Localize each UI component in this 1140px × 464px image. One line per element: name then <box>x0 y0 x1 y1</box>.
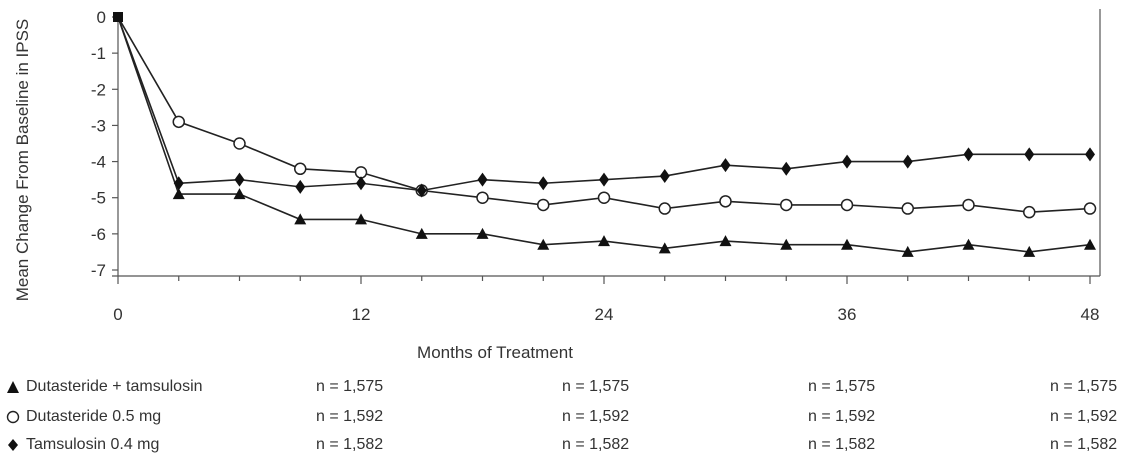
data-point <box>476 227 489 239</box>
data-point <box>963 147 974 162</box>
y-tick-label: -5 <box>91 189 106 208</box>
data-point <box>840 198 854 212</box>
data-point <box>719 195 732 208</box>
sample-size: n = 1,575 <box>808 378 876 395</box>
y-tick-label: -3 <box>91 116 106 135</box>
series-circle <box>113 12 1097 219</box>
data-point <box>538 176 549 191</box>
data-point <box>901 202 914 215</box>
data-point <box>780 198 793 212</box>
x-tick-label: 0 <box>113 305 122 324</box>
data-point <box>658 242 671 254</box>
x-axis-title: Months of Treatment <box>417 343 573 362</box>
legend-label: Dutasteride + tamsulosin <box>26 378 203 395</box>
data-point <box>172 115 185 129</box>
data-point <box>720 158 731 173</box>
data-point <box>416 183 427 198</box>
data-point <box>599 172 609 187</box>
legend-label: Dutasteride 0.5 mg <box>26 408 162 425</box>
legend-row-combination: Dutasteride + tamsulosin n = 1,575 n = 1… <box>0 376 1140 406</box>
data-point <box>356 176 366 191</box>
chart-series <box>113 12 1097 257</box>
sample-size: n = 1,592 <box>808 408 876 425</box>
y-tick-label: -1 <box>91 44 106 63</box>
data-point <box>962 198 975 212</box>
data-point <box>355 213 367 225</box>
data-point <box>172 188 185 200</box>
data-point <box>597 191 611 204</box>
data-point <box>598 235 610 247</box>
y-tick-label: -2 <box>91 80 106 99</box>
data-point <box>658 202 671 215</box>
data-point <box>233 188 246 200</box>
open-circle-marker-icon <box>6 410 20 424</box>
x-tick-label: 36 <box>838 305 857 324</box>
data-point <box>1023 205 1036 219</box>
data-point <box>780 238 793 250</box>
legend-row-dutasteride: Dutasteride 0.5 mg n = 1,592 n = 1,592 n… <box>0 406 1140 436</box>
y-tick-label: -7 <box>91 261 106 280</box>
sample-size: n = 1,582 <box>562 436 630 453</box>
legend-row-tamsulosin: Tamsulosin 0.4 mg n = 1,582 n = 1,582 n … <box>0 434 1140 464</box>
data-point <box>1085 147 1095 162</box>
y-tick-label: -4 <box>91 153 106 172</box>
legend-label: Tamsulosin 0.4 mg <box>26 436 160 453</box>
data-point <box>842 154 852 169</box>
diamond-marker-icon <box>8 439 18 451</box>
sample-size: n = 1,582 <box>808 436 876 453</box>
data-point <box>1084 238 1096 250</box>
data-point <box>113 12 123 22</box>
data-point <box>537 198 550 212</box>
triangle-marker-icon <box>7 381 19 393</box>
data-point <box>294 162 307 176</box>
data-point <box>719 235 732 247</box>
data-point <box>477 172 488 187</box>
data-point <box>294 213 307 225</box>
sample-size: n = 1,575 <box>562 378 630 395</box>
data-point <box>1083 202 1097 215</box>
sample-size: n = 1,575 <box>1050 378 1118 395</box>
chart-ticks: 0 -1 -2 -3 -4 -5 -6 -7 0 12 24 36 48 <box>91 8 1100 324</box>
data-point <box>476 191 489 204</box>
data-point <box>415 227 428 239</box>
sample-size: n = 1,582 <box>316 436 384 453</box>
series-line <box>117 16 1090 192</box>
chart-axes <box>112 9 1101 277</box>
data-point <box>234 172 245 187</box>
line-chart: 0 -1 -2 -3 -4 -5 -6 -7 0 12 24 36 48 Mean Change Fro… <box>13 8 1101 362</box>
sample-size: n = 1,592 <box>1050 408 1118 425</box>
data-point <box>173 176 184 191</box>
sample-size: n = 1,582 <box>1050 436 1118 453</box>
y-tick-label: 0 <box>97 8 106 27</box>
data-point <box>537 238 550 250</box>
data-point <box>962 238 975 250</box>
data-point <box>901 245 914 257</box>
data-point <box>1023 245 1036 257</box>
y-tick-label: -6 <box>91 225 106 244</box>
series-triangle <box>113 12 1096 257</box>
x-tick-label: 12 <box>352 305 371 324</box>
legend: Dutasteride + tamsulosin n = 1,575 n = 1… <box>0 372 1140 462</box>
data-point <box>841 238 853 250</box>
sample-size: n = 1,575 <box>316 378 384 395</box>
series-line <box>117 16 1091 253</box>
data-point <box>1024 147 1035 162</box>
data-point <box>295 179 306 194</box>
data-point <box>902 154 913 169</box>
y-axis-title: Mean Change From Baseline in IPSS <box>13 19 32 302</box>
x-tick-label: 24 <box>595 305 614 324</box>
series-diamond <box>113 12 1095 198</box>
sample-size: n = 1,592 <box>316 408 384 425</box>
data-point <box>659 169 670 184</box>
data-point <box>233 137 246 150</box>
sample-size: n = 1,592 <box>562 408 630 425</box>
x-tick-label: 48 <box>1081 305 1100 324</box>
data-point <box>781 161 792 176</box>
